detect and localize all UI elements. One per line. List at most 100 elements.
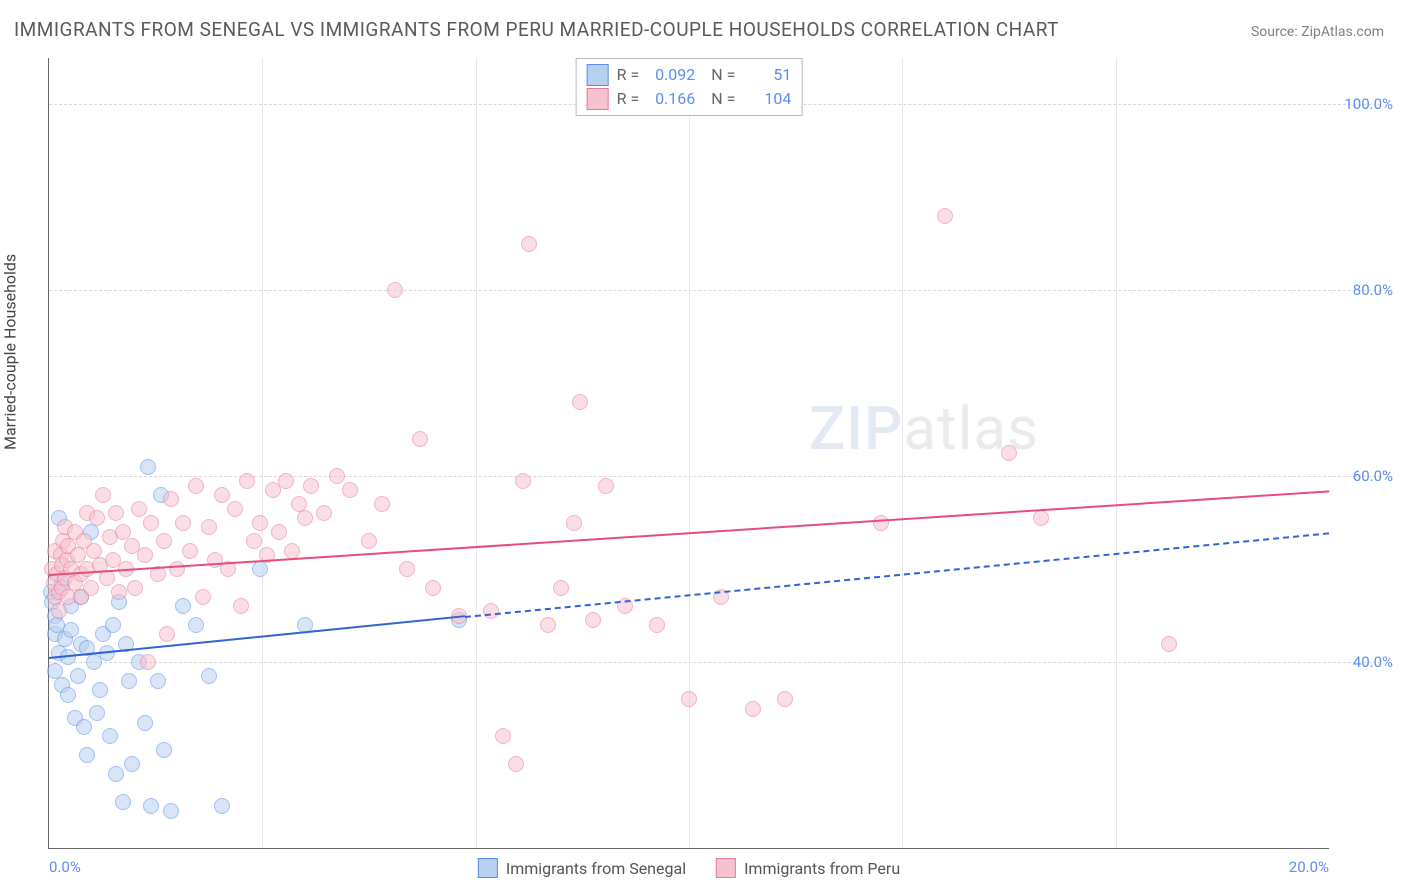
point-senegal: [92, 682, 108, 698]
gridline-vertical: [689, 58, 690, 848]
point-peru: [297, 510, 313, 526]
point-senegal: [175, 598, 191, 614]
point-senegal: [137, 715, 153, 731]
point-senegal: [201, 668, 217, 684]
point-senegal: [150, 673, 166, 689]
point-peru: [553, 580, 569, 596]
point-peru: [585, 612, 601, 628]
point-peru: [156, 533, 172, 549]
source-label: Source:: [1251, 24, 1301, 40]
scatter-plot: ZIPatlas R =0.092 N =51R =0.166 N =104 I…: [48, 58, 1329, 849]
point-senegal: [143, 798, 159, 814]
point-senegal: [89, 705, 105, 721]
point-peru: [89, 510, 105, 526]
point-peru: [1001, 445, 1017, 461]
point-peru: [252, 515, 268, 531]
point-peru: [201, 519, 217, 535]
watermark-text-a: ZIP: [809, 393, 903, 464]
legend-label: Immigrants from Peru: [744, 859, 900, 878]
point-senegal: [252, 561, 268, 577]
point-peru: [239, 473, 255, 489]
point-peru: [182, 543, 198, 559]
stat-label: N =: [703, 63, 735, 87]
point-senegal: [60, 687, 76, 703]
y-tick-label: 100.0%: [1344, 95, 1393, 113]
point-senegal: [70, 668, 86, 684]
point-senegal: [102, 728, 118, 744]
point-peru: [127, 580, 143, 596]
trendline-senegal-ext: [465, 532, 1329, 618]
point-senegal: [188, 617, 204, 633]
watermark-text-b: atlas: [903, 393, 1038, 464]
x-tick-label: 20.0%: [1289, 858, 1329, 876]
stat-r-value: 0.166: [647, 87, 695, 111]
point-senegal: [108, 766, 124, 782]
legend-swatch: [587, 64, 609, 86]
stat-n-value: 51: [743, 63, 791, 87]
point-peru: [227, 501, 243, 517]
y-axis-label: Married-couple Households: [1, 254, 20, 450]
point-peru: [214, 487, 230, 503]
point-senegal: [163, 803, 179, 819]
point-peru: [399, 561, 415, 577]
point-peru: [163, 491, 179, 507]
stat-label: R =: [617, 63, 640, 87]
source-attribution: Source: ZipAtlas.com: [1251, 24, 1384, 40]
point-peru: [412, 431, 428, 447]
legend-swatch: [716, 858, 736, 878]
stats-row: R = 0.092 N = 51: [587, 63, 792, 87]
point-peru: [777, 691, 793, 707]
stat-label: R =: [617, 87, 640, 111]
gridline-horizontal: [49, 290, 1381, 291]
y-tick-label: 60.0%: [1353, 467, 1393, 485]
point-senegal: [115, 794, 131, 810]
point-peru: [374, 496, 390, 512]
point-peru: [873, 515, 889, 531]
stats-legend: R = 0.092 N = 51 R = 0.166 N = 104: [576, 58, 803, 116]
point-senegal: [79, 747, 95, 763]
point-peru: [95, 487, 111, 503]
source-link[interactable]: ZipAtlas.com: [1301, 24, 1384, 40]
point-peru: [566, 515, 582, 531]
legend-swatch: [478, 858, 498, 878]
point-senegal: [140, 459, 156, 475]
point-peru: [649, 617, 665, 633]
point-peru: [99, 570, 115, 586]
legend-item: Immigrants from Senegal: [478, 858, 686, 878]
point-peru: [361, 533, 377, 549]
point-peru: [137, 547, 153, 563]
stat-label: N =: [703, 87, 735, 111]
gridline-vertical: [262, 58, 263, 848]
point-peru: [387, 282, 403, 298]
legend-label: Immigrants from Senegal: [506, 859, 686, 878]
point-peru: [195, 589, 211, 605]
point-peru: [540, 617, 556, 633]
point-senegal: [156, 742, 172, 758]
point-peru: [169, 561, 185, 577]
point-senegal: [105, 617, 121, 633]
point-peru: [111, 584, 127, 600]
legend-item: Immigrants from Peru: [716, 858, 900, 878]
stat-r-value: 0.092: [647, 63, 695, 87]
point-peru: [303, 478, 319, 494]
y-tick-label: 40.0%: [1353, 653, 1393, 671]
point-peru: [1161, 636, 1177, 652]
point-peru: [483, 603, 499, 619]
point-peru: [246, 533, 262, 549]
legend-swatch: [587, 88, 609, 110]
point-peru: [515, 473, 531, 489]
point-peru: [284, 543, 300, 559]
point-peru: [495, 728, 511, 744]
point-senegal: [124, 756, 140, 772]
point-peru: [316, 505, 332, 521]
stat-n-value: 104: [743, 87, 791, 111]
point-peru: [425, 580, 441, 596]
point-peru: [140, 654, 156, 670]
y-tick-label: 80.0%: [1353, 281, 1393, 299]
point-senegal: [121, 673, 137, 689]
point-peru: [572, 394, 588, 410]
point-peru: [278, 473, 294, 489]
point-peru: [175, 515, 191, 531]
gridline-vertical: [1116, 58, 1117, 848]
gridline-vertical: [902, 58, 903, 848]
